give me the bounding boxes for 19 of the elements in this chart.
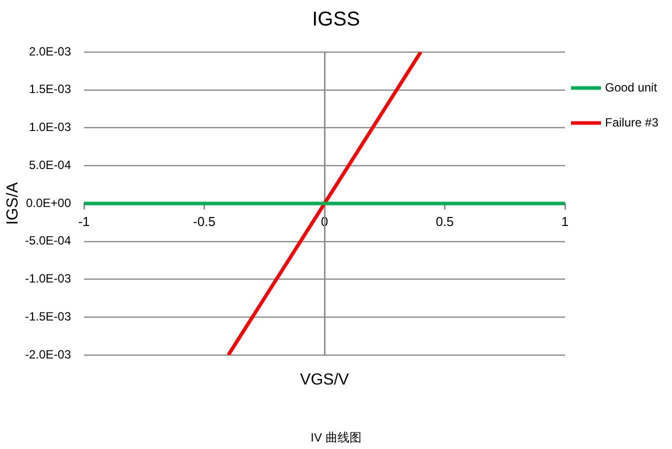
chart-title: IGSS bbox=[312, 8, 360, 31]
x-tick-label: 1 bbox=[561, 214, 569, 229]
x-tick-label: 0.5 bbox=[436, 214, 454, 229]
y-tick-label: -2.0E-03 bbox=[24, 347, 72, 362]
y-tick-label: 2.0E-03 bbox=[28, 44, 72, 58]
y-tick-label: -1.0E-03 bbox=[24, 272, 72, 286]
legend-label: Good unit bbox=[605, 80, 658, 94]
y-tick-label: -1.5E-03 bbox=[24, 309, 72, 324]
y-tick-label: 1.0E-03 bbox=[28, 120, 72, 134]
y-axis-title: IGS/A bbox=[4, 182, 22, 225]
x-axis-title: VGS/V bbox=[300, 371, 350, 388]
x-tick-label: -0.5 bbox=[193, 214, 216, 229]
y-tick-label: 0.0E+00 bbox=[26, 196, 72, 210]
y-tick-label: 1.5E-03 bbox=[28, 82, 72, 96]
y-tick-label: -5.0E-04 bbox=[24, 234, 72, 248]
text: IV 曲线图 bbox=[310, 430, 362, 444]
x-tick-label: -1 bbox=[78, 214, 90, 229]
y-tick-label: 5.0E-04 bbox=[28, 158, 72, 172]
legend-label: Failure #3 bbox=[605, 115, 659, 130]
